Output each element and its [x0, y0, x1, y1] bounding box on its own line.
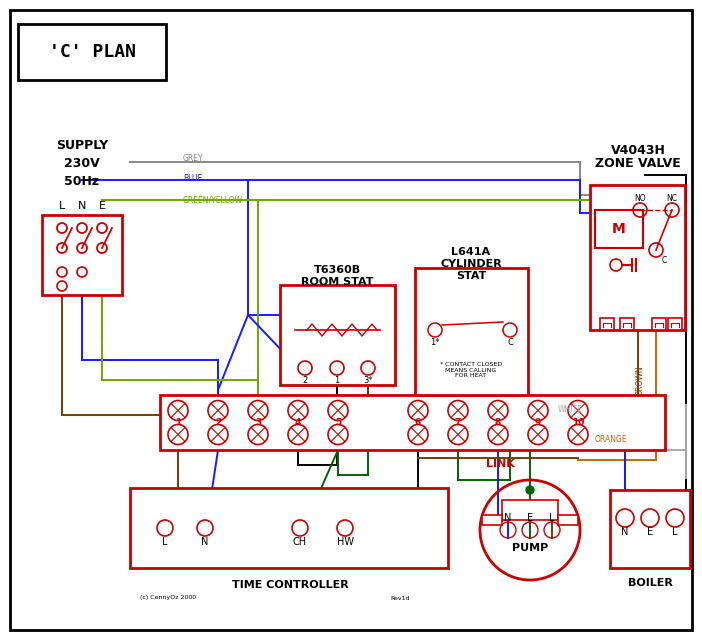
Text: C: C — [507, 338, 513, 347]
Text: 50Hz: 50Hz — [65, 174, 100, 188]
Text: TIME CONTROLLER: TIME CONTROLLER — [232, 580, 348, 590]
Text: 'C' PLAN: 'C' PLAN — [48, 43, 135, 61]
Text: M: M — [612, 222, 626, 236]
Text: N: N — [78, 201, 86, 211]
Text: 9: 9 — [535, 418, 541, 427]
Text: E: E — [527, 513, 533, 523]
Bar — [668, 318, 682, 330]
Text: C: C — [661, 256, 667, 265]
Text: ROOM STAT: ROOM STAT — [300, 277, 373, 287]
Text: 8: 8 — [495, 418, 501, 427]
Text: L: L — [59, 201, 65, 211]
Text: LINK: LINK — [486, 459, 515, 469]
Text: 6: 6 — [415, 418, 421, 427]
Text: L: L — [673, 527, 677, 537]
Text: N: N — [201, 537, 208, 547]
Text: L641A: L641A — [451, 247, 491, 257]
Text: 3*: 3* — [363, 376, 373, 385]
Text: N: N — [504, 513, 512, 523]
Bar — [620, 318, 634, 330]
Bar — [595, 210, 643, 248]
Text: 1: 1 — [175, 418, 181, 427]
Text: L: L — [549, 513, 555, 523]
Bar — [502, 500, 558, 520]
Bar — [160, 395, 665, 450]
Text: * CONTACT CLOSED
MEANS CALLING
FOR HEAT: * CONTACT CLOSED MEANS CALLING FOR HEAT — [440, 362, 502, 378]
Text: 1*: 1* — [430, 338, 439, 347]
Text: HW: HW — [336, 537, 354, 547]
Text: CH: CH — [293, 537, 307, 547]
Bar — [42, 215, 122, 295]
Text: 5: 5 — [335, 418, 341, 427]
Text: WHITE: WHITE — [558, 406, 583, 415]
Bar — [18, 24, 166, 80]
Bar — [652, 318, 666, 330]
Text: Rev1d: Rev1d — [390, 595, 409, 601]
Text: T6360B: T6360B — [313, 265, 361, 275]
Text: STAT: STAT — [456, 271, 486, 281]
Text: 230V: 230V — [64, 156, 100, 169]
Text: NC: NC — [666, 194, 677, 203]
Text: ZONE VALVE: ZONE VALVE — [595, 156, 681, 169]
Text: 10: 10 — [572, 418, 584, 427]
Text: GREEN/YELLOW: GREEN/YELLOW — [183, 196, 243, 204]
Text: NO: NO — [634, 194, 646, 203]
Text: 4: 4 — [295, 418, 301, 427]
Text: E: E — [98, 201, 105, 211]
Text: V4043H: V4043H — [611, 144, 665, 156]
Text: BROWN: BROWN — [635, 365, 644, 395]
Text: (c) CennyOz 2000: (c) CennyOz 2000 — [140, 595, 196, 601]
Text: PUMP: PUMP — [512, 543, 548, 553]
Text: 7: 7 — [455, 418, 461, 427]
Bar — [558, 515, 578, 525]
Text: L: L — [162, 537, 168, 547]
Text: 2: 2 — [303, 376, 307, 385]
Text: 3: 3 — [255, 418, 261, 427]
Circle shape — [526, 486, 534, 494]
Text: 1: 1 — [334, 376, 340, 385]
Bar — [280, 285, 395, 385]
Bar — [600, 318, 614, 330]
Text: ORANGE: ORANGE — [595, 435, 628, 444]
Text: GREY: GREY — [183, 153, 204, 163]
Text: BLUE: BLUE — [183, 174, 202, 183]
Bar — [482, 515, 502, 525]
Text: 2: 2 — [215, 418, 221, 427]
Text: E: E — [647, 527, 653, 537]
Bar — [610, 490, 690, 568]
Bar — [590, 185, 685, 330]
Text: SUPPLY: SUPPLY — [56, 138, 108, 151]
Text: BOILER: BOILER — [628, 578, 673, 588]
Text: CYLINDER: CYLINDER — [440, 259, 502, 269]
Text: N: N — [621, 527, 629, 537]
Bar — [415, 268, 528, 395]
Bar — [130, 488, 448, 568]
